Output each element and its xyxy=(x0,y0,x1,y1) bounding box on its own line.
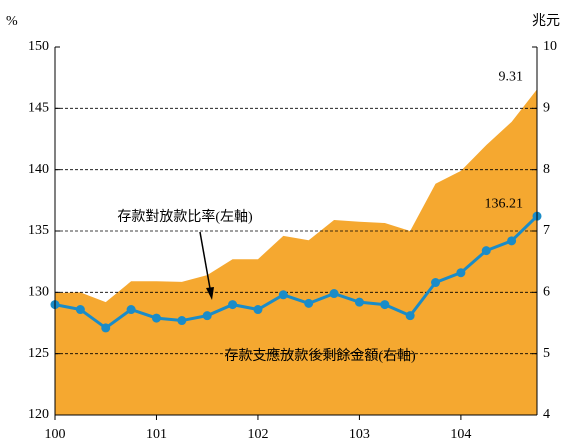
y-tick-label: 140 xyxy=(28,162,49,177)
area xyxy=(55,89,537,415)
marker xyxy=(507,236,517,246)
x-tick-label: 102 xyxy=(247,427,268,442)
y-tick-label: 145 xyxy=(28,101,49,116)
arrow xyxy=(199,231,212,295)
y2-tick-label: 8 xyxy=(543,162,550,177)
marker xyxy=(151,313,161,323)
x-tick-label: 100 xyxy=(45,427,66,442)
marker xyxy=(278,290,288,300)
y-tick-label: 120 xyxy=(28,407,49,422)
annotation: 存款支應放款後剩餘金額(右軸) xyxy=(224,347,416,364)
marker xyxy=(380,300,390,310)
marker xyxy=(431,278,441,288)
y-tick-label: 150 xyxy=(28,39,49,54)
y-tick-label: 125 xyxy=(28,346,49,361)
x-tick-label: 104 xyxy=(450,427,471,442)
marker xyxy=(354,297,364,307)
annotation: 存款對放款比率(左軸) xyxy=(117,208,253,225)
y2-tick-label: 5 xyxy=(543,346,550,361)
y-tick-label: 130 xyxy=(28,285,49,300)
marker xyxy=(228,300,238,310)
marker xyxy=(126,305,136,315)
marker xyxy=(75,305,85,315)
marker xyxy=(101,323,111,333)
y-tick-label: 135 xyxy=(28,223,49,238)
y2-tick-label: 7 xyxy=(543,223,550,238)
marker xyxy=(304,298,314,308)
y2-tick-label: 10 xyxy=(543,39,557,54)
marker xyxy=(177,316,187,326)
marker xyxy=(405,311,415,321)
y2-tick-label: 6 xyxy=(543,285,550,300)
marker xyxy=(202,311,212,321)
arrow-head xyxy=(206,287,214,300)
marker xyxy=(329,289,339,299)
y2-tick-label: 9 xyxy=(543,101,550,116)
x-tick-label: 103 xyxy=(349,427,370,442)
marker xyxy=(456,268,466,278)
y-axis-label: % xyxy=(6,14,18,29)
marker xyxy=(253,305,263,315)
x-tick-label: 101 xyxy=(146,427,167,442)
y2-tick-label: 4 xyxy=(543,407,550,422)
value-label: 136.21 xyxy=(485,196,524,211)
y2-axis-label: 兆元 xyxy=(532,13,560,29)
value-label: 9.31 xyxy=(499,70,524,85)
marker xyxy=(481,246,491,256)
